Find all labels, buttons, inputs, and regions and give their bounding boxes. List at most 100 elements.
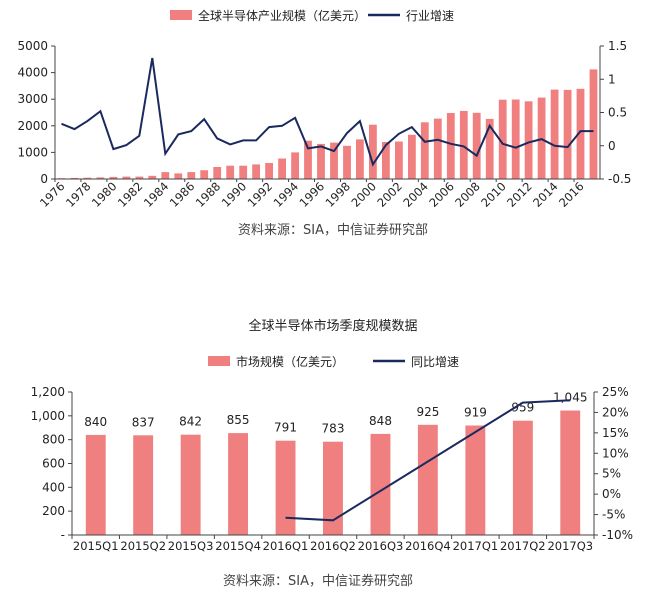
bar-2015Q1 xyxy=(85,434,106,535)
chart2-left-axis: - 200 400 600 800 1,000 1,200 xyxy=(31,385,73,542)
chart2-title: 全球半导体市场季度规模数据 xyxy=(248,318,417,334)
x-tick-label: 2010 xyxy=(478,179,509,210)
bar-year-2014 xyxy=(550,89,559,179)
data-label: 791 xyxy=(274,421,297,435)
bar-2015Q3 xyxy=(180,434,201,535)
chart2-growth-line xyxy=(285,399,571,522)
legend-line-label: 同比增速 xyxy=(411,355,459,369)
bar-year-2006 xyxy=(446,113,455,179)
data-label: 1,045 xyxy=(553,391,587,405)
bar-year-1978 xyxy=(83,177,92,179)
bar-2017Q2 xyxy=(512,420,533,535)
bar-year-1977 xyxy=(70,177,79,179)
data-label: 837 xyxy=(132,415,155,429)
x-tick-label: 2014 xyxy=(530,179,561,210)
bar-year-1982 xyxy=(135,176,144,179)
bar-2015Q2 xyxy=(133,435,154,535)
bar-2016Q1 xyxy=(275,440,296,535)
x-tick-label: 2008 xyxy=(452,179,483,210)
data-label: 840 xyxy=(84,415,107,429)
x-tick-label: 2015Q3 xyxy=(168,539,214,553)
bar-2016Q4 xyxy=(417,424,438,535)
x-tick-label: 2016Q4 xyxy=(405,539,451,553)
chart1-legend: 全球半导体产业规模（亿美元） 行业增速 xyxy=(170,8,454,23)
right-tick-label: -5% xyxy=(602,508,625,522)
x-tick-label: 1992 xyxy=(245,179,276,210)
x-tick-label: 1986 xyxy=(167,179,198,210)
x-tick-label: 1998 xyxy=(322,179,353,210)
data-label: 783 xyxy=(322,422,345,436)
right-tick-label: 5% xyxy=(602,467,621,481)
left-tick-label: 1000 xyxy=(17,145,48,159)
left-tick-label: 4000 xyxy=(17,66,48,80)
chart1-x-axis: 1976197819801982198419861988199019921994… xyxy=(37,178,600,210)
x-tick-label: 2004 xyxy=(400,179,431,210)
bar-year-1994 xyxy=(291,152,299,179)
x-tick-label: 1996 xyxy=(297,179,328,210)
x-tick-label: 1988 xyxy=(193,179,224,210)
right-tick-label: 0% xyxy=(602,487,621,501)
right-tick-label: -10% xyxy=(602,528,633,542)
x-tick-label: 2017Q1 xyxy=(453,539,499,553)
bar-year-1993 xyxy=(278,158,286,179)
bar-year-2015 xyxy=(563,89,572,179)
legend-line-label: 行业增速 xyxy=(406,9,454,23)
bar-2017Q3 xyxy=(560,410,581,535)
x-tick-label: 1978 xyxy=(63,179,94,210)
data-label: 855 xyxy=(227,413,250,427)
left-tick-label: 3000 xyxy=(17,92,48,106)
bar-year-1985 xyxy=(174,173,183,179)
bar-year-1998 xyxy=(343,145,351,180)
bar-year-2001 xyxy=(382,142,390,179)
bar-year-1990 xyxy=(239,165,248,179)
data-label: 925 xyxy=(416,405,439,419)
bar-year-2016 xyxy=(576,88,585,179)
x-tick-label: 2000 xyxy=(348,179,379,210)
x-tick-label: 2016Q3 xyxy=(358,539,404,553)
chart2-source: 资料来源：SIA，中信证券研究部 xyxy=(223,573,413,589)
bar-year-1981 xyxy=(122,176,131,179)
x-tick-label: 1990 xyxy=(219,179,250,210)
legend-bar-label: 市场规模（亿美元） xyxy=(236,354,344,369)
chart2-legend: 市场规模（亿美元） 同比增速 xyxy=(208,354,459,369)
chart2-right-axis: -10% -5% 0% 5% 10% 15% 20% 25% xyxy=(593,385,633,542)
legend-bar-swatch xyxy=(208,356,230,366)
right-tick-label: 1 xyxy=(608,72,616,86)
chart2-data-labels: 840 837 842 855 791 783 848 925 919 959 1,045 xyxy=(84,391,587,436)
chart2-bars xyxy=(85,410,581,535)
right-tick-label: 20% xyxy=(602,405,629,419)
bar-year-2011 xyxy=(511,99,520,179)
chart1-growth-line xyxy=(61,57,594,167)
legend-bar-swatch xyxy=(170,10,192,20)
legend-bar-label: 全球半导体产业规模（亿美元） xyxy=(198,8,366,23)
left-tick-label: 1,000 xyxy=(31,409,65,423)
bar-year-1992 xyxy=(265,163,273,179)
chart2-x-axis: 2015Q1 2015Q2 2015Q3 2015Q4 2016Q1 2016Q2 2016… xyxy=(71,534,595,553)
left-tick-label: 2000 xyxy=(17,119,48,133)
x-tick-label: 2016 xyxy=(556,179,587,210)
bar-2015Q4 xyxy=(228,433,248,535)
x-tick-label: 1980 xyxy=(89,179,120,210)
chart1-bars xyxy=(57,69,598,180)
x-tick-label: 2012 xyxy=(504,179,535,210)
bar-year-1999 xyxy=(356,139,364,179)
bar-year-1987 xyxy=(200,170,209,179)
bar-year-1989 xyxy=(226,165,235,179)
x-tick-label: 2015Q1 xyxy=(73,539,119,553)
right-tick-label: 0 xyxy=(608,139,616,153)
left-tick-label: 400 xyxy=(42,480,65,494)
x-tick-label: 2015Q2 xyxy=(120,539,166,553)
left-tick-label: 0 xyxy=(40,172,48,186)
chart-quarterly-scale: 全球半导体市场季度规模数据 市场规模（亿美元） 同比增速 - 200 400 600 8… xyxy=(31,318,633,589)
bar-year-2012 xyxy=(524,101,533,179)
data-label: 842 xyxy=(179,415,202,429)
x-tick-label: 2016Q1 xyxy=(263,539,309,553)
bar-2017Q1 xyxy=(465,425,486,535)
bar-year-1991 xyxy=(252,164,260,179)
right-tick-label: 0.5 xyxy=(608,106,627,120)
bar-year-2007 xyxy=(459,110,468,179)
data-label: 919 xyxy=(464,406,487,420)
bar-year-2000 xyxy=(369,124,377,179)
x-tick-label: 2006 xyxy=(426,179,457,210)
